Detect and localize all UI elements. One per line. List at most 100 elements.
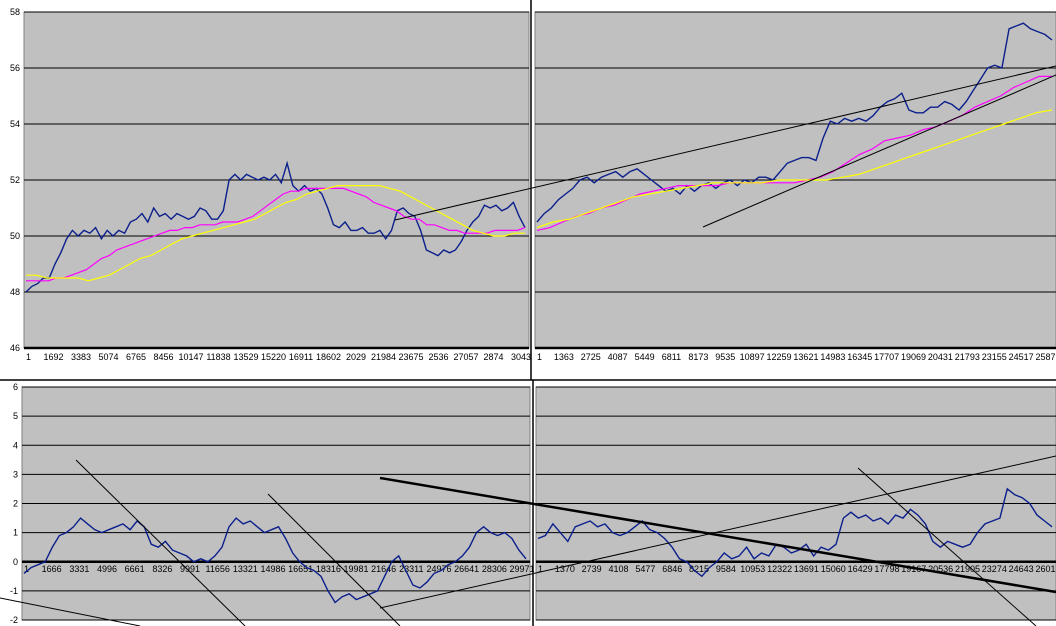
x-tick-label: 16345: [847, 352, 872, 362]
y-tick-label: 4: [13, 440, 18, 450]
y-tick-label: 0: [13, 557, 18, 567]
chart-panel-2: 1 1363 2725 4087 5449 6811 8173 9535 10897 12259 1…: [534, 11, 1056, 362]
x-tick-label: 4996: [97, 564, 117, 574]
x-tick-label: 2536: [428, 352, 448, 362]
y-tick-label: -1: [10, 586, 18, 596]
x-tick-label: 8326: [152, 564, 172, 574]
x-tick-label: 26641: [454, 564, 479, 574]
x-tick-label: 24517: [1009, 352, 1034, 362]
x-tick-label: 1: [537, 352, 542, 362]
x-tick-label: 19069: [901, 352, 926, 362]
x-tick-label: 23675: [398, 352, 423, 362]
y-tick-label: 1: [13, 528, 18, 538]
x-tick-label: 18316: [316, 564, 341, 574]
series-line-ma-slow: [536, 109, 1053, 229]
trend-line: [0, 597, 141, 626]
x-tick-label: 3043: [511, 352, 531, 362]
y-tick-label: 6: [13, 382, 18, 392]
series-line-price: [23, 517, 527, 604]
series-line-ma-fast: [26, 187, 526, 282]
series-line-ma-fast: [536, 75, 1052, 231]
x-tick-label: 6765: [126, 352, 146, 362]
x-tick-label: 4108: [609, 564, 629, 574]
x-tick-label: 6811: [662, 352, 681, 362]
x-tick-label: 1370: [555, 564, 575, 574]
y-tick-label: 5: [13, 411, 18, 421]
x-tick-label: 17707: [874, 352, 899, 362]
y-tick-label: 2: [13, 499, 18, 509]
x-tick-label: 25879: [1035, 352, 1056, 362]
x-tick-label: 5449: [635, 352, 655, 362]
y-tick-label: 52: [10, 175, 20, 185]
x-tick-label: 20536: [928, 564, 953, 574]
x-tick-label: 10147: [178, 352, 203, 362]
y-tick-label: 58: [10, 7, 20, 17]
x-tick-label: 8456: [153, 352, 173, 362]
x-tick-label: 11656: [205, 564, 229, 574]
y-tick-label: 54: [10, 119, 20, 129]
series-line-ma-slow: [26, 185, 525, 282]
trend-line: [394, 65, 1056, 221]
trend-line: [75, 459, 246, 626]
x-tick-label: 1: [24, 564, 29, 574]
x-tick-label: 28306: [482, 564, 507, 574]
x-tick-label: 2725: [581, 352, 601, 362]
x-tick-label: 18602: [316, 352, 341, 362]
x-tick-label: 16911: [289, 352, 313, 362]
x-tick-label: 11838: [206, 352, 230, 362]
x-tick-label: 6661: [125, 564, 145, 574]
x-tick-label: 1: [538, 564, 543, 574]
x-tick-label: 16651: [288, 564, 313, 574]
x-tick-label: 10953: [740, 564, 765, 574]
x-tick-label: 29971: [509, 564, 534, 574]
trend-line: [267, 493, 401, 626]
x-tick-label: 12259: [767, 352, 792, 362]
x-tick-label: 8215: [689, 564, 709, 574]
x-tick-label: 1666: [42, 564, 62, 574]
x-tick-label: 8173: [688, 352, 708, 362]
x-tick-label: 13321: [233, 564, 258, 574]
x-tick-label: 17798: [874, 564, 899, 574]
trend-line: [379, 455, 1056, 609]
x-tick-label: 13691: [794, 564, 819, 574]
chart-panel-1: 46 48 50 52 54 56 58 1 1692 3383 5074 6765 8456 10147…: [10, 7, 531, 362]
x-tick-label: 21646: [371, 564, 396, 574]
x-tick-label: 16429: [848, 564, 873, 574]
series-line-price: [536, 22, 1053, 223]
x-tick-label: 4087: [608, 352, 628, 362]
x-tick-label: 23155: [982, 352, 1007, 362]
x-tick-label: 2739: [582, 564, 602, 574]
x-tick-label: 15060: [821, 564, 846, 574]
x-tick-label: 1: [26, 352, 31, 362]
x-tick-label: 9584: [716, 564, 736, 574]
trend-line: [702, 74, 1056, 228]
x-tick-label: 2874: [483, 352, 503, 362]
x-tick-label: 15220: [261, 352, 286, 362]
x-tick-label: 23311: [399, 564, 423, 574]
y-tick-label: -2: [10, 615, 18, 625]
x-tick-label: 1363: [554, 352, 574, 362]
x-tick-label: 6846: [662, 564, 682, 574]
x-tick-label: 19981: [343, 564, 368, 574]
x-tick-label: 26012: [1035, 564, 1056, 574]
series-line-price: [25, 160, 526, 293]
x-tick-label: 12322: [767, 564, 792, 574]
trend-line: [379, 476, 1056, 594]
x-tick-label: 10897: [740, 352, 765, 362]
x-tick-label: 13621: [793, 352, 818, 362]
x-tick-label: 23274: [982, 564, 1007, 574]
y-tick-label: 50: [10, 231, 20, 241]
x-tick-label: 20431: [928, 352, 953, 362]
x-tick-label: 24976: [426, 564, 451, 574]
chart-panel-4: 1 1370 2739 4108 5477 6846 8215 9584 10953 12322 1…: [535, 386, 1056, 621]
x-tick-label: 5477: [635, 564, 655, 574]
y-tick-label: 3: [13, 469, 18, 479]
x-tick-label: 21793: [955, 352, 980, 362]
x-tick-label: 3331: [69, 564, 89, 574]
x-tick-label: 5074: [98, 352, 118, 362]
x-tick-label: 27057: [453, 352, 478, 362]
trend-line: [857, 467, 1037, 626]
x-tick-label: 21905: [955, 564, 980, 574]
